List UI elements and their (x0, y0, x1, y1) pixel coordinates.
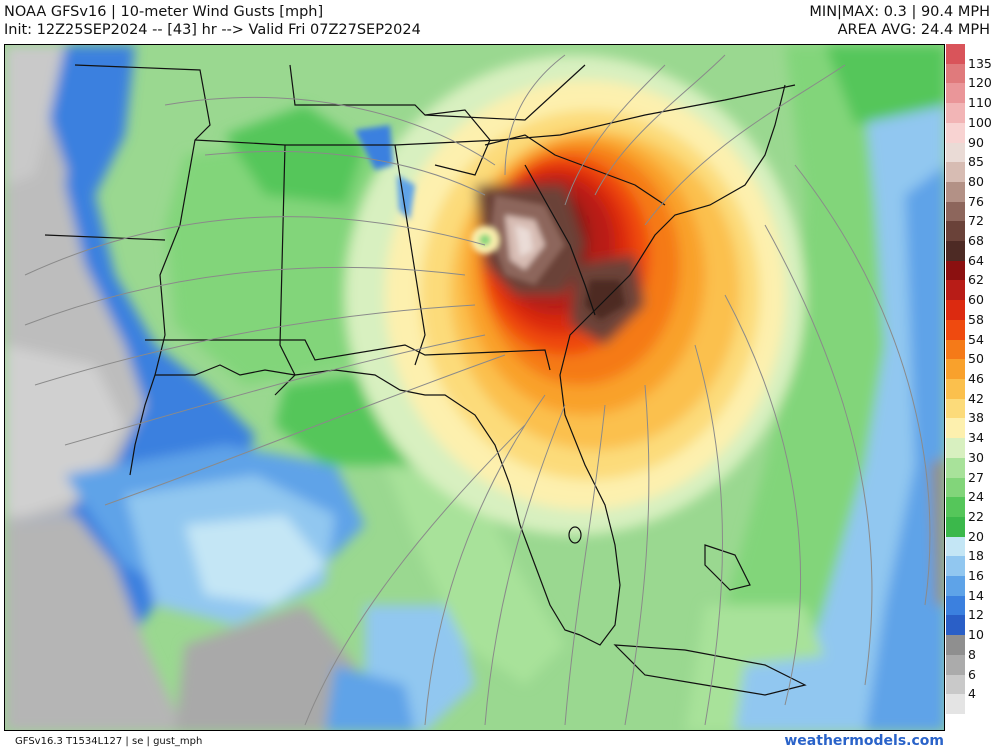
legend-label: 4 (968, 686, 976, 702)
legend-label: 100 (968, 114, 992, 130)
wind-streamlines (24, 54, 931, 726)
area-average-readout: AREA AVG: 24.4 MPH (837, 22, 990, 38)
political-boundaries (44, 64, 807, 696)
legend-swatch (946, 319, 965, 341)
legend-swatch (946, 438, 965, 459)
init-valid-time: Init: 12Z25SEP2024 -- [43] hr --> Valid … (4, 22, 421, 38)
legend-label: 110 (968, 95, 992, 111)
legend-label: 10 (968, 627, 984, 643)
legend-swatch (946, 44, 965, 65)
legend-swatch (946, 162, 965, 183)
legend-swatch (946, 142, 965, 163)
legend-swatch (946, 674, 965, 695)
legend-swatch (946, 497, 965, 518)
legend-label: 38 (968, 410, 984, 426)
legend-swatch (946, 398, 965, 419)
legend-swatch (946, 556, 965, 577)
wind-gust-map[interactable] (4, 44, 945, 731)
legend-label: 120 (968, 75, 992, 91)
legend-swatch (946, 536, 965, 557)
legend-swatch (946, 654, 965, 676)
legend-label: 12 (968, 607, 984, 623)
legend-swatch (946, 221, 965, 242)
legend-label: 30 (968, 449, 984, 465)
legend-label: 20 (968, 528, 984, 544)
legend-swatch (946, 516, 965, 538)
legend-swatch (946, 63, 965, 84)
legend-swatch (946, 300, 965, 321)
legend-swatch (946, 201, 965, 222)
legend-label: 6 (968, 666, 976, 682)
legend-label: 18 (968, 548, 984, 564)
legend-swatch (946, 576, 965, 597)
legend-label: 8 (968, 646, 976, 662)
legend-label: 90 (968, 134, 984, 150)
legend-swatch (946, 477, 965, 498)
legend-swatch (946, 181, 965, 203)
legend-label: 80 (968, 173, 984, 189)
legend-label: 14 (968, 587, 984, 603)
legend-swatch (946, 615, 965, 636)
min-max-readout: MIN|MAX: 0.3 | 90.4 MPH (809, 4, 990, 20)
legend-swatch (946, 359, 965, 380)
map-canvas (5, 45, 944, 730)
legend-label: 135 (968, 55, 992, 71)
legend-swatch (946, 418, 965, 439)
legend-label: 27 (968, 469, 984, 485)
legend-label: 22 (968, 508, 984, 524)
legend-swatch (946, 339, 965, 360)
brand-link[interactable]: weathermodels.com (784, 733, 944, 749)
legend-label: 42 (968, 390, 984, 406)
legend-label: 34 (968, 430, 984, 446)
legend-swatch (946, 379, 965, 400)
legend-label: 68 (968, 233, 984, 249)
legend-label: 58 (968, 311, 984, 327)
legend-label: 54 (968, 331, 984, 347)
color-scale-legend: 135 120 110 100 90 85 80 76 72 68 64 62 60 58 54 50 46 42… (946, 44, 1000, 715)
legend-swatch (946, 122, 965, 144)
legend-swatch (946, 595, 965, 616)
legend-swatch (946, 635, 965, 656)
legend-swatch (946, 103, 965, 124)
map-title: NOAA GFSv16 | 10-meter Wind Gusts [mph] (4, 4, 324, 20)
legend-label: 85 (968, 154, 984, 170)
legend-swatch (946, 83, 965, 104)
legend-label: 46 (968, 371, 984, 386)
model-info: GFSv16.3 T1534L127 | se | gust_mph (15, 736, 203, 747)
legend-label: 16 (968, 568, 984, 584)
legend-swatch (946, 280, 965, 301)
legend-label: 72 (968, 213, 984, 229)
legend-label: 62 (968, 272, 984, 288)
legend-swatch (946, 260, 965, 281)
legend-swatch (946, 457, 965, 479)
legend-label: 76 (968, 193, 984, 209)
legend-swatch (946, 694, 965, 715)
legend-label: 64 (968, 252, 984, 268)
legend-label: 60 (968, 292, 984, 308)
legend-label: 24 (968, 489, 984, 505)
legend-swatch (946, 241, 965, 262)
legend-label: 50 (968, 351, 984, 367)
